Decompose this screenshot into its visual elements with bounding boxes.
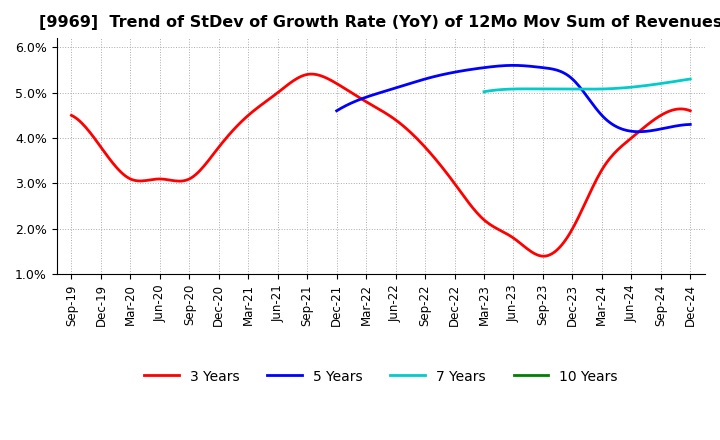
5 Years bbox=[655, 127, 664, 132]
Line: 3 Years: 3 Years bbox=[71, 74, 690, 256]
5 Years bbox=[543, 66, 552, 71]
3 Years bbox=[436, 162, 444, 167]
5 Years bbox=[686, 122, 695, 127]
Title: [9969]  Trend of StDev of Growth Rate (YoY) of 12Mo Mov Sum of Revenues: [9969] Trend of StDev of Growth Rate (Yo… bbox=[39, 15, 720, 30]
7 Years bbox=[606, 86, 615, 92]
5 Years bbox=[333, 107, 342, 113]
3 Years bbox=[307, 71, 316, 77]
3 Years bbox=[539, 253, 548, 259]
7 Years bbox=[480, 89, 489, 94]
7 Years bbox=[602, 86, 611, 92]
5 Years bbox=[550, 67, 559, 72]
3 Years bbox=[448, 178, 456, 183]
Legend: 3 Years, 5 Years, 7 Years, 10 Years: 3 Years, 5 Years, 7 Years, 10 Years bbox=[138, 364, 624, 389]
3 Years bbox=[438, 165, 446, 170]
7 Years bbox=[603, 86, 611, 92]
3 Years bbox=[593, 176, 601, 181]
5 Years bbox=[508, 63, 517, 68]
3 Years bbox=[686, 108, 695, 114]
5 Years bbox=[631, 129, 640, 134]
7 Years bbox=[667, 79, 675, 84]
5 Years bbox=[544, 66, 553, 71]
Line: 5 Years: 5 Years bbox=[337, 66, 690, 132]
7 Years bbox=[480, 89, 488, 94]
3 Years bbox=[632, 131, 641, 136]
7 Years bbox=[686, 77, 695, 82]
Line: 7 Years: 7 Years bbox=[484, 79, 690, 92]
5 Years bbox=[333, 108, 341, 114]
3 Years bbox=[69, 114, 78, 119]
3 Years bbox=[67, 113, 76, 118]
7 Years bbox=[654, 81, 662, 87]
5 Years bbox=[634, 129, 642, 134]
